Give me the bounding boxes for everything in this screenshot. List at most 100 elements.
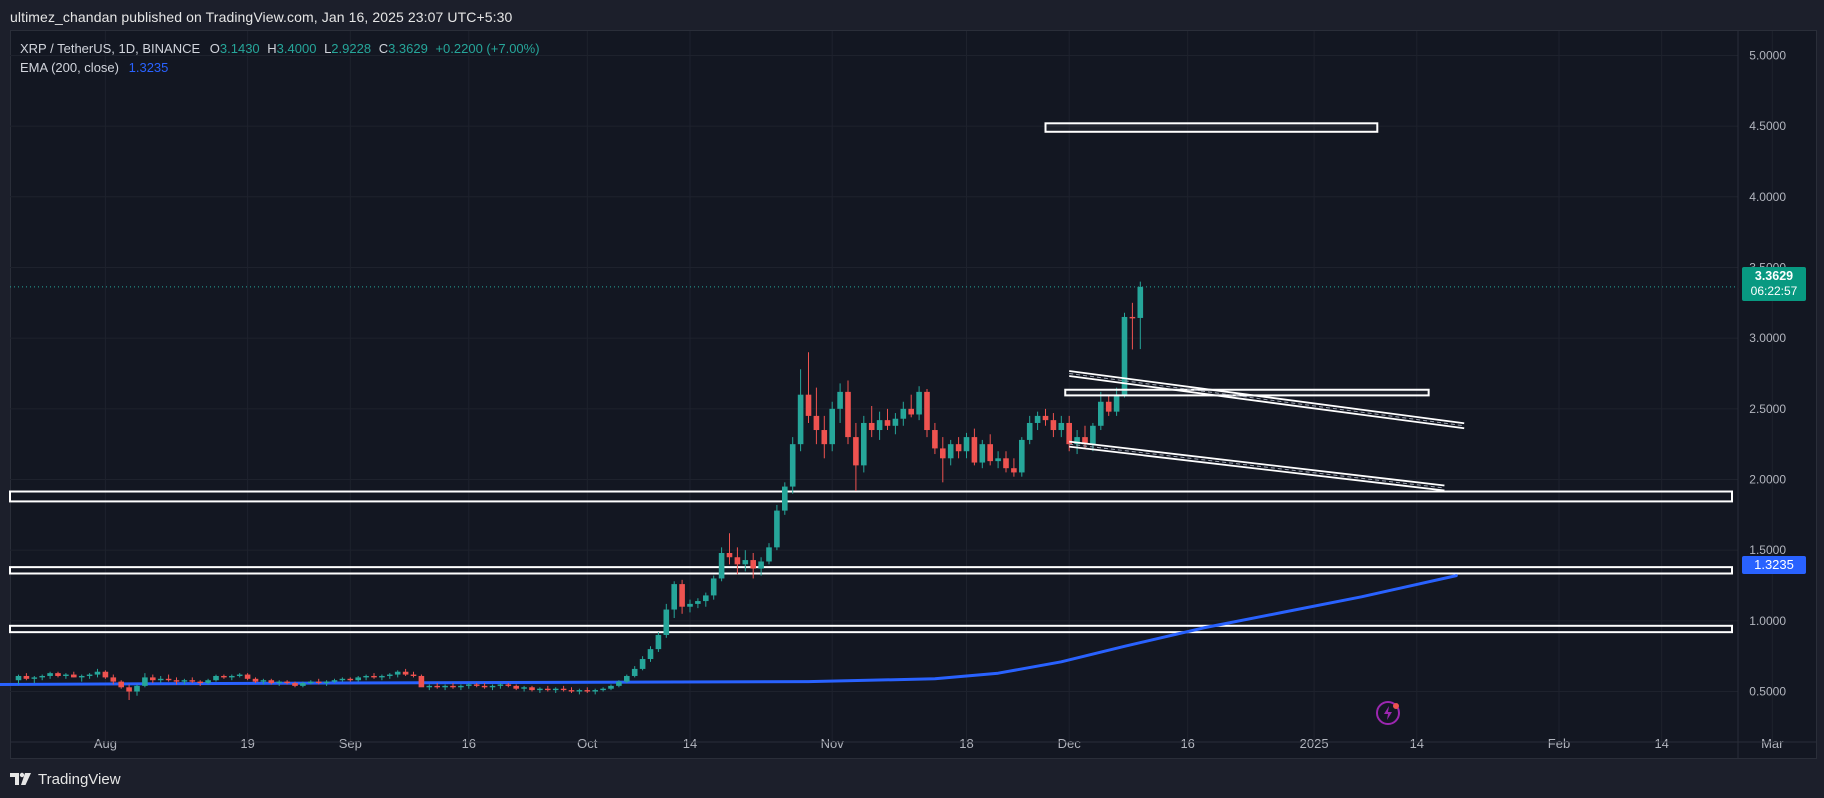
ema-row: EMA (200, close) 1.3235 (20, 58, 540, 77)
candle-body (584, 690, 591, 692)
candle-body (142, 677, 148, 686)
low-label: L (324, 41, 332, 56)
candle-body (940, 448, 946, 459)
candle-down (845, 380, 851, 445)
candle-body (110, 677, 117, 682)
candle-body (434, 685, 440, 688)
channel-line (1069, 370, 1465, 430)
candle-up (308, 680, 314, 685)
x-tick-label: 18 (959, 736, 973, 751)
candle-up (426, 684, 433, 691)
candle-body (560, 688, 567, 691)
candle-down (868, 406, 875, 438)
high-label: H (267, 41, 277, 56)
candle-up (837, 383, 843, 423)
candle-body (592, 690, 598, 692)
candle-down (1042, 408, 1049, 426)
candle-body (971, 437, 978, 463)
close-value: 3.3629 (388, 41, 428, 56)
y-tick-label: 4.0000 (1749, 190, 1786, 204)
last-price-tag: 3.3629 06:22:57 (1742, 267, 1806, 301)
x-tick-label: 14 (1654, 736, 1668, 751)
candle-body (1137, 286, 1144, 318)
tradingview-logo-icon (10, 772, 31, 785)
candle-body (900, 408, 907, 419)
ema-label[interactable]: EMA (200, close) (20, 60, 119, 75)
candle-body (394, 671, 401, 675)
candle-body (955, 444, 962, 452)
target-box (1044, 122, 1379, 133)
candle-down (410, 671, 417, 678)
candle-body (663, 609, 670, 635)
candle-body (1003, 458, 1009, 469)
candle-body (687, 603, 693, 607)
candle-body (758, 561, 764, 569)
grid-layer (10, 31, 1773, 742)
y-tick-label: 1.5000 (1749, 543, 1786, 557)
candle-up (300, 681, 306, 688)
candle-body (995, 458, 1001, 462)
candle-body (734, 557, 741, 565)
candle-up (1058, 415, 1065, 438)
candle-up (39, 674, 45, 681)
candle-up (181, 678, 188, 685)
candle-body (576, 690, 583, 692)
candle-up (47, 671, 53, 679)
candle-body (450, 685, 456, 688)
chart-frame[interactable] (10, 30, 1817, 759)
x-tick-label: 16 (462, 736, 476, 751)
candle-body (647, 649, 654, 660)
candle-body (276, 681, 282, 684)
candle-body (189, 680, 196, 682)
candle-up (647, 646, 654, 662)
candle-up (703, 592, 709, 607)
y-tick-label: 0.5000 (1749, 685, 1786, 699)
candle-body (710, 578, 717, 596)
symbol-name[interactable]: XRP / TetherUS, 1D, BINANCE (20, 41, 201, 56)
x-tick-label: Oct (577, 736, 598, 751)
publish-caption: ultimez_chandan published on TradingView… (10, 9, 513, 25)
candle-body (742, 560, 749, 565)
candle-up (695, 598, 701, 609)
bar-countdown: 06:22:57 (1750, 284, 1798, 298)
candle-body (1105, 401, 1112, 412)
candle-body (679, 584, 685, 607)
candle-up (552, 687, 559, 693)
candle-down (971, 428, 978, 466)
candle-down (1082, 425, 1088, 449)
candle-body (552, 688, 559, 691)
close-label: C (378, 41, 389, 56)
candle-down (173, 677, 180, 685)
candle-up (1137, 281, 1144, 350)
candle-body (268, 680, 275, 684)
lightning-icon[interactable] (1376, 701, 1400, 725)
x-tick-label: Dec (1058, 736, 1082, 751)
candle-body (323, 681, 330, 684)
candle-down (987, 434, 993, 466)
candle-up (355, 675, 361, 682)
x-tick-label: 2025 (1300, 736, 1329, 751)
candle-body (205, 680, 211, 684)
ema-price-tag: 1.3235 (1742, 556, 1806, 574)
ema-value: 1.3235 (128, 60, 169, 75)
candle-body (1074, 437, 1080, 445)
candle-up (379, 674, 385, 681)
candle-down (102, 670, 109, 679)
candle-up (134, 684, 140, 696)
candle-up (789, 437, 796, 494)
x-tick-label: 14 (1410, 736, 1424, 751)
x-tick-label: 19 (240, 736, 254, 751)
footer-brand[interactable]: TradingView (38, 770, 121, 788)
y-tick-label: 5.0000 (1749, 48, 1786, 62)
candle-body (260, 680, 267, 682)
candle-body (157, 678, 164, 681)
candle-down (568, 687, 575, 693)
candle-down (268, 678, 275, 685)
candle-down (165, 674, 172, 682)
candle-body (837, 391, 843, 409)
candle-down (110, 674, 117, 685)
candle-down (545, 685, 551, 692)
candle-down (734, 547, 741, 575)
candle-up (916, 386, 922, 421)
